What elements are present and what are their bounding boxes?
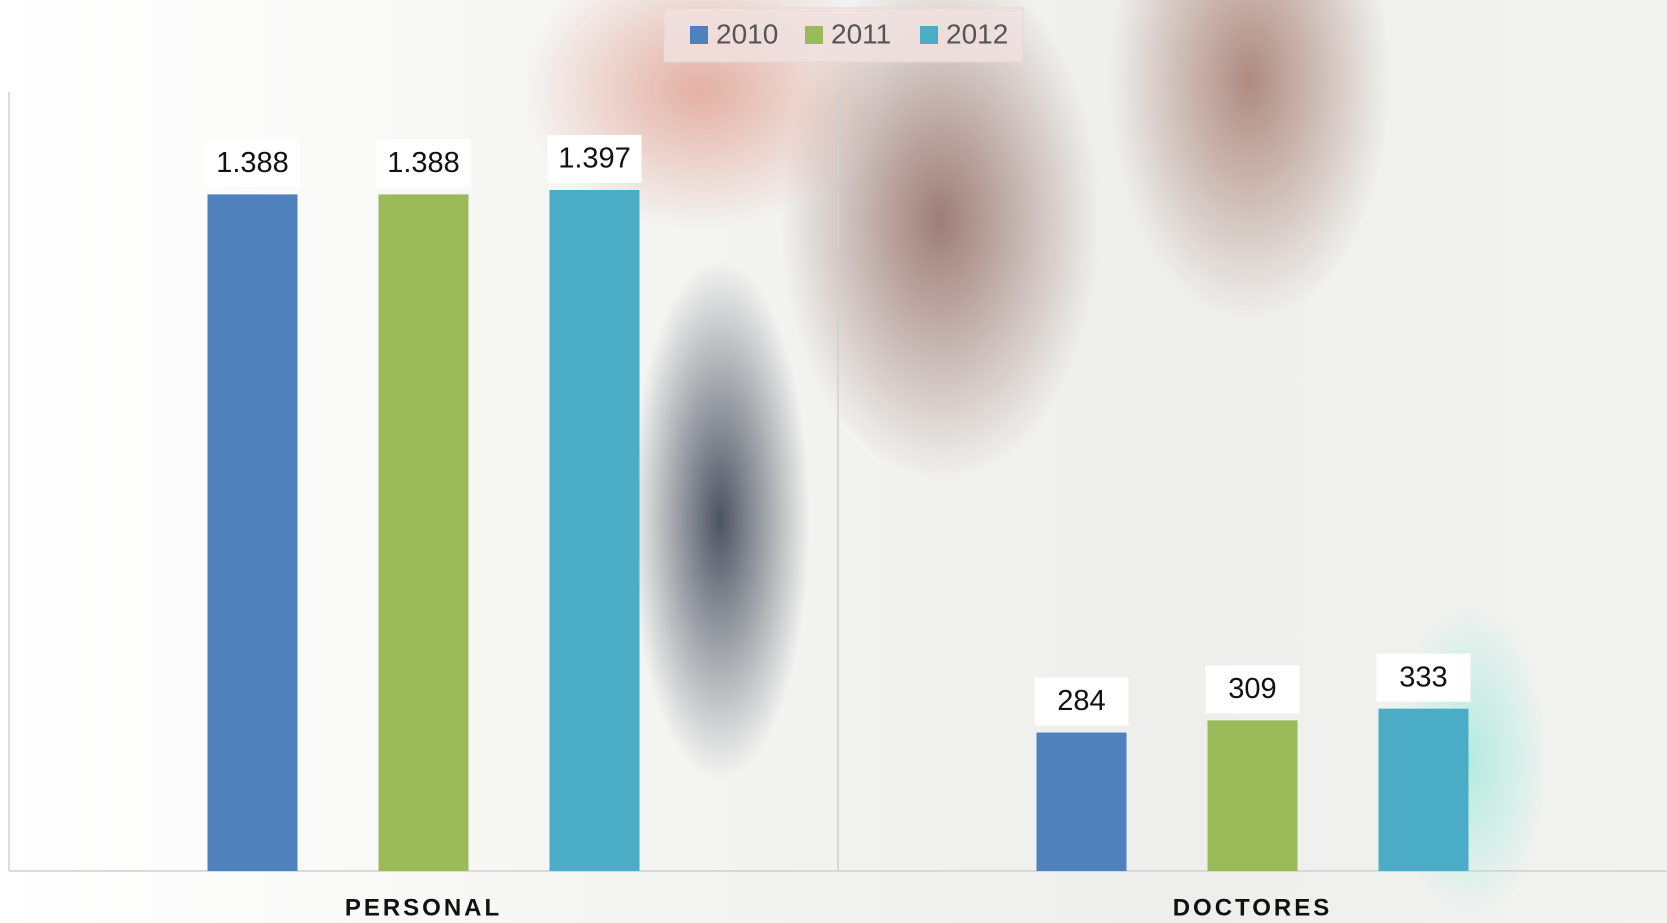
x-tick-label: DOCTORES	[1173, 894, 1333, 921]
bar	[1379, 709, 1469, 871]
chart: PERSONAL 1.388 1.388 1.397 DOCTORES 284 309 333…	[0, 0, 1667, 923]
value-label: 333	[1399, 661, 1447, 693]
x-tick-label: PERSONAL	[345, 894, 502, 921]
bar	[550, 190, 640, 871]
page: {"chart_data": {"type": "bar", "categori…	[0, 0, 1667, 923]
legend-swatch	[690, 26, 708, 44]
legend-swatch	[805, 26, 823, 44]
value-label: 1.397	[558, 143, 631, 175]
bar	[379, 194, 469, 871]
value-label: 284	[1057, 685, 1105, 717]
legend-label: 2011	[831, 18, 891, 49]
legend-label: 2012	[946, 18, 1008, 49]
bar	[208, 194, 298, 871]
value-label: 309	[1228, 673, 1276, 705]
value-label: 1.388	[387, 147, 460, 179]
legend-swatch	[920, 26, 938, 44]
value-label: 1.388	[216, 147, 289, 179]
bar	[1037, 733, 1127, 871]
legend-label: 2010	[716, 18, 778, 49]
bar	[1208, 720, 1298, 871]
